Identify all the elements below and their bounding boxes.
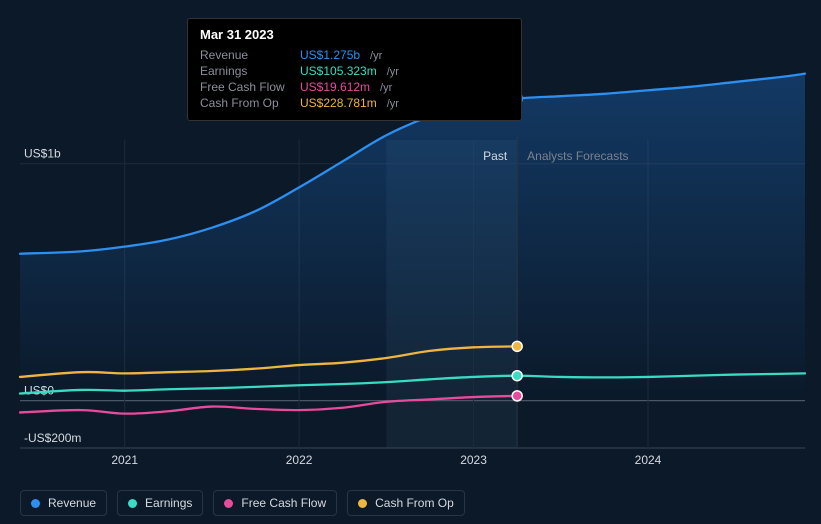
tooltip-metric-value: US$228.781m — [300, 96, 377, 110]
legend-item-earnings[interactable]: Earnings — [117, 490, 203, 516]
tooltip-row: Revenue US$1.275b/yr — [200, 48, 509, 62]
y-axis-label: US$1b — [24, 147, 61, 161]
series-marker-cash_from_op — [512, 341, 522, 351]
legend-label: Revenue — [48, 496, 96, 510]
chart-legend: Revenue Earnings Free Cash Flow Cash From O… — [20, 490, 465, 516]
tooltip-row: Free Cash Flow US$19.612m/yr — [200, 80, 509, 94]
tooltip-metric-label: Revenue — [200, 48, 292, 62]
tooltip-metric-label: Free Cash Flow — [200, 80, 292, 94]
tooltip-metric-label: Cash From Op — [200, 96, 292, 110]
financial-chart: US$1bUS$0-US$200m2021202220232024PastAna… — [0, 0, 821, 524]
series-marker-free_cash_flow — [512, 391, 522, 401]
y-axis-label: -US$200m — [24, 431, 81, 445]
legend-item-cash_from_op[interactable]: Cash From Op — [347, 490, 465, 516]
tooltip-row: Earnings US$105.323m/yr — [200, 64, 509, 78]
tooltip-metric-unit: /yr — [387, 66, 399, 78]
legend-label: Cash From Op — [375, 496, 454, 510]
tooltip-metric-unit: /yr — [380, 82, 392, 94]
past-label: Past — [483, 149, 508, 163]
tooltip-metric-unit: /yr — [370, 50, 382, 62]
legend-item-free_cash_flow[interactable]: Free Cash Flow — [213, 490, 337, 516]
legend-swatch — [31, 499, 40, 508]
tooltip-metric-value: US$19.612m — [300, 80, 370, 94]
x-axis-label: 2022 — [286, 453, 313, 467]
tooltip-metric-value: US$1.275b — [300, 48, 360, 62]
tooltip-metric-unit: /yr — [387, 98, 399, 110]
legend-item-revenue[interactable]: Revenue — [20, 490, 107, 516]
forecast-label: Analysts Forecasts — [527, 149, 628, 163]
x-axis-label: 2023 — [460, 453, 487, 467]
x-axis-label: 2024 — [635, 453, 662, 467]
legend-label: Earnings — [145, 496, 192, 510]
tooltip-row: Cash From Op US$228.781m/yr — [200, 96, 509, 110]
legend-label: Free Cash Flow — [241, 496, 326, 510]
tooltip-date: Mar 31 2023 — [200, 27, 509, 42]
legend-swatch — [224, 499, 233, 508]
series-marker-earnings — [512, 371, 522, 381]
legend-swatch — [358, 499, 367, 508]
tooltip-metric-value: US$105.323m — [300, 64, 377, 78]
chart-tooltip: Mar 31 2023 Revenue US$1.275b/yr Earnings U… — [187, 18, 522, 121]
legend-swatch — [128, 499, 137, 508]
x-axis-label: 2021 — [111, 453, 138, 467]
tooltip-metric-label: Earnings — [200, 64, 292, 78]
